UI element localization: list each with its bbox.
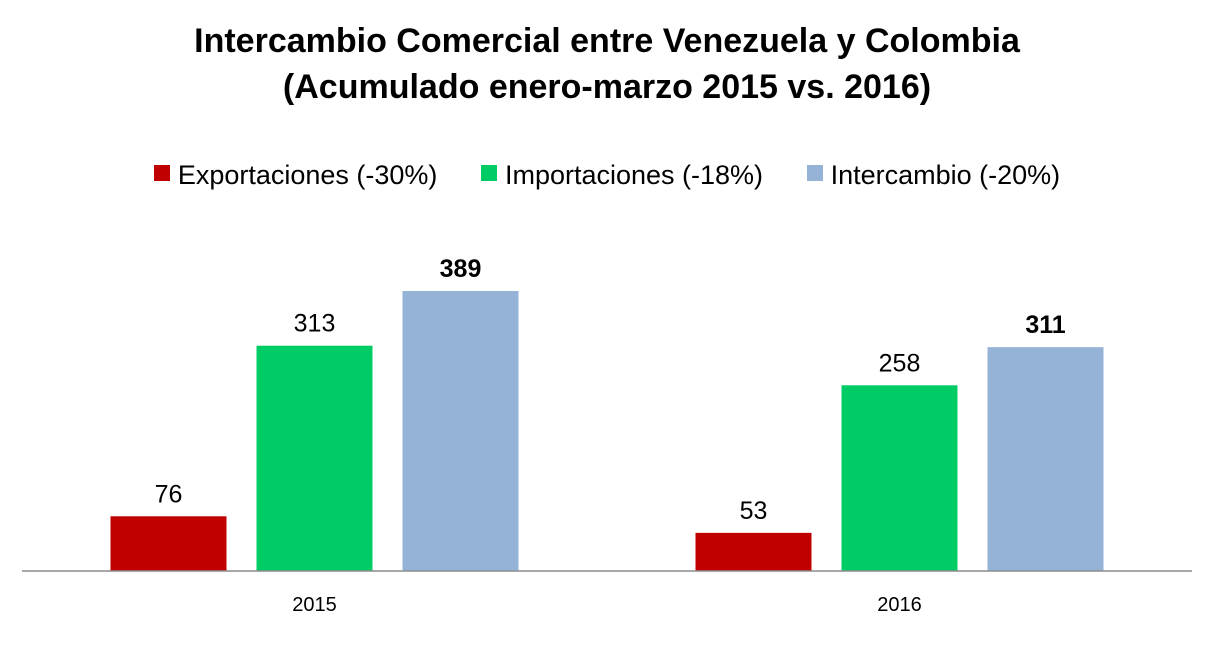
chart-subtitle: (Acumulado enero-marzo 2015 vs. 2016) xyxy=(282,68,932,106)
chart-title: Intercambio Comercial entre Venezuela y … xyxy=(0,18,1214,110)
legend-swatch-exportaciones xyxy=(153,165,170,181)
legend-label-intercambio: Intercambio (-20%) xyxy=(830,160,1061,190)
data-label-2015-series-2: 389 xyxy=(440,255,482,283)
data-label-2015-series-0: 76 xyxy=(155,480,183,508)
bar-2015-series-0 xyxy=(110,516,227,571)
bar-2015-series-2 xyxy=(402,291,519,571)
data-label-2016-series-0: 53 xyxy=(740,497,768,525)
x-tick-label-2016: 2016 xyxy=(877,594,922,616)
data-label-2015-series-1: 313 xyxy=(294,310,336,338)
bar-2016-series-2 xyxy=(987,347,1104,571)
bar-2015-series-1 xyxy=(256,345,373,571)
legend-swatch-importaciones xyxy=(480,165,497,181)
chart-title-line: Intercambio Comercial entre Venezuela y … xyxy=(194,22,1020,60)
legend-item-importaciones: Importaciones (-18%) xyxy=(480,160,764,191)
legend: Exportaciones (-30%) Importaciones (-18%… xyxy=(0,160,1214,191)
data-label-2016-series-1: 258 xyxy=(879,349,921,377)
bar-2016-series-1 xyxy=(841,385,958,571)
legend-item-intercambio: Intercambio (-20%) xyxy=(806,160,1061,191)
legend-label-importaciones: Importaciones (-18%) xyxy=(504,160,764,190)
legend-item-exportaciones: Exportaciones (-30%) xyxy=(153,160,438,191)
legend-label-exportaciones: Exportaciones (-30%) xyxy=(177,160,438,190)
data-label-2016-series-2: 311 xyxy=(1025,311,1065,339)
bar-2016-series-0 xyxy=(695,532,812,571)
legend-swatch-intercambio xyxy=(806,165,823,181)
x-tick-label-2015: 2015 xyxy=(292,594,337,616)
